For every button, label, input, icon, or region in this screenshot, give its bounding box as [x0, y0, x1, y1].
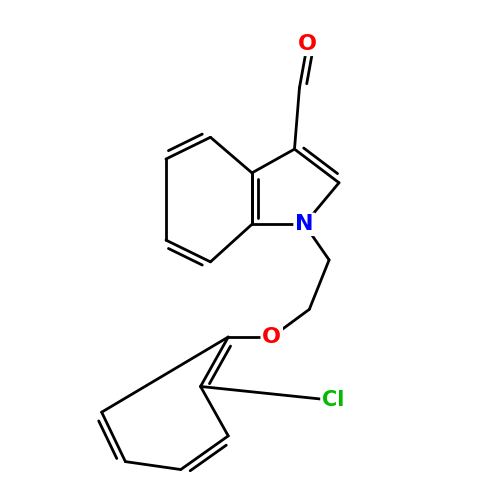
- Text: O: O: [262, 327, 281, 347]
- Text: O: O: [298, 34, 317, 54]
- Text: Cl: Cl: [322, 390, 344, 410]
- Text: N: N: [295, 214, 314, 234]
